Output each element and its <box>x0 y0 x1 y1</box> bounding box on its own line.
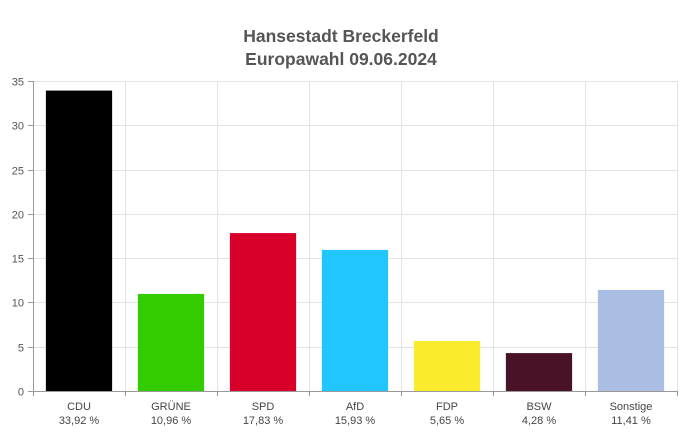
bar-bsw <box>505 353 573 391</box>
bar-sonstige <box>597 289 665 391</box>
value-label: 17,83 % <box>243 415 284 427</box>
bar-cdu <box>45 90 113 392</box>
y-tick-label: 0 <box>18 387 24 399</box>
bar-spd <box>229 233 297 391</box>
value-label: 33,92 % <box>59 415 100 427</box>
bars <box>45 90 665 392</box>
bar-fdp <box>413 340 481 391</box>
category-label: SPD <box>252 401 275 413</box>
category-labels: CDU 33,92 % GRÜNE 10,96 % SPD 17,83 % AfD 15,93… <box>59 401 653 427</box>
chart-title: Hansestadt Breckerfeld <box>243 26 439 46</box>
chart-subtitle: Europawahl 09.06.2024 <box>245 49 437 69</box>
category-label: FDP <box>436 401 458 413</box>
y-tick-label: 10 <box>12 298 24 310</box>
y-tick-label: 5 <box>18 343 24 355</box>
y-tick-label: 25 <box>12 166 24 178</box>
y-tick-label: 30 <box>12 121 24 133</box>
value-label: 4,28 % <box>522 415 556 427</box>
category-label: BSW <box>526 401 552 413</box>
value-label: 11,41 % <box>611 415 651 427</box>
value-label: 10,96 % <box>151 415 192 427</box>
axes: 0 5 10 15 20 25 30 35 <box>12 77 678 399</box>
y-tick-label: 15 <box>12 254 24 266</box>
category-label: GRÜNE <box>151 401 191 413</box>
bar-gr-ne <box>137 293 205 391</box>
value-label: 5,65 % <box>430 415 464 427</box>
category-label: Sonstige <box>610 401 653 413</box>
y-tick-label: 35 <box>12 77 24 89</box>
grid-lines <box>33 81 678 391</box>
bar-afd <box>321 249 389 391</box>
category-label: AfD <box>346 401 364 413</box>
category-label: CDU <box>67 401 91 413</box>
value-label: 15,93 % <box>335 415 376 427</box>
y-tick-label: 20 <box>12 210 24 222</box>
